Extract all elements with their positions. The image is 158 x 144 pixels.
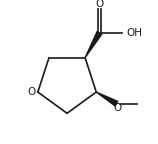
Text: O: O: [27, 87, 36, 97]
Text: OH: OH: [126, 28, 142, 38]
Text: O: O: [114, 103, 122, 113]
Polygon shape: [96, 91, 119, 107]
Text: O: O: [95, 0, 104, 9]
Polygon shape: [85, 31, 103, 58]
